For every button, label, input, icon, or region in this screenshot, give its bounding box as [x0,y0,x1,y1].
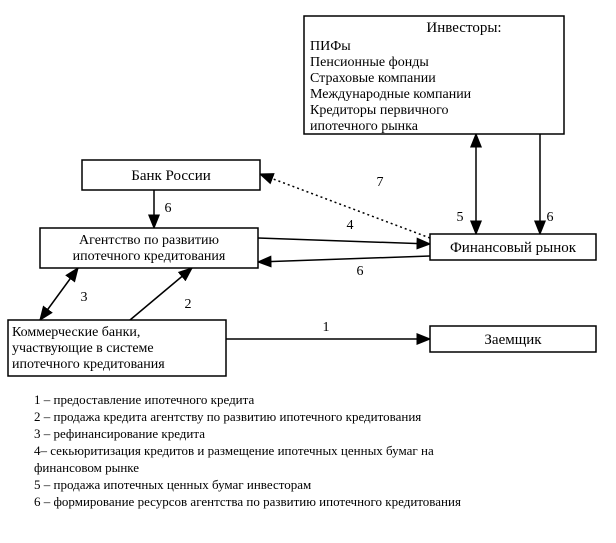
legend-item: финансовом рынке [34,460,139,475]
node-borrower-label: Заемщик [484,332,542,348]
investors-line: Пенсионные фонды [310,55,429,70]
edge-label: 4 [347,218,354,233]
legend: 1 – предоставление ипотечного кредита 2 –… [34,392,461,509]
edge-label: 3 [81,290,88,305]
investors-title: Инвесторы: [426,20,501,36]
edge-e2: 2 [130,268,192,320]
edge-e4: 4 [258,218,430,244]
edge-label: 5 [457,210,464,225]
legend-item: 3 – рефинансирование кредита [34,426,205,441]
investors-line: ПИФы [310,39,351,54]
edge-e5: 5 [457,134,477,234]
edge-label: 6 [165,201,172,216]
legend-item: 5 – продажа ипотечных ценных бумаг инвес… [34,477,311,492]
edge-label: 1 [323,320,330,335]
node-bank-russia-label: Банк России [131,168,211,184]
investors-line: Страховые компании [310,71,436,86]
node-fin-market-label: Финансовый рынок [450,240,577,256]
edge-e6a: 6 [154,190,172,228]
legend-item: 4– секьюритизация кредитов и размещение … [34,443,434,458]
legend-item: 6 – формирование ресурсов агентства по р… [34,494,461,509]
com-banks-line: участвующие в системе [12,341,154,356]
edge-label: 7 [377,175,384,190]
edge-e7: 7 [260,174,430,238]
edge-e6c: 6 [540,134,554,234]
com-banks-line: Коммерческие банки, [12,325,140,340]
com-banks-line: ипотечного кредитования [12,357,165,372]
node-com-banks: Коммерческие банки,участвующие в системе… [8,320,226,376]
node-agency: Агентство по развитиюипотечного кредитов… [40,228,258,268]
node-investors: Инвесторы: ПИФыПенсионные фондыСтраховые … [304,16,564,134]
edge-label: 6 [357,264,364,279]
nodes: Инвесторы: ПИФыПенсионные фондыСтраховые … [8,16,596,376]
legend-item: 1 – предоставление ипотечного кредита [34,392,254,407]
investors-line: Международные компании [310,87,472,102]
edge-label: 2 [185,297,192,312]
investors-line: Кредиторы первичного [310,103,449,118]
node-fin-market: Финансовый рынок [430,234,596,260]
agency-line1: Агентство по развитию [79,233,219,248]
edge-label: 6 [547,210,554,225]
edge-e1: 1 [226,320,430,339]
investors-line: ипотечного рынка [310,119,419,134]
edge-e6b: 6 [258,256,430,279]
node-bank-russia: Банк России [82,160,260,190]
edge-e3: 3 [40,268,88,320]
legend-item: 2 – продажа кредита агентству по развити… [34,409,421,424]
agency-line2: ипотечного кредитования [73,249,226,264]
node-borrower: Заемщик [430,326,596,352]
